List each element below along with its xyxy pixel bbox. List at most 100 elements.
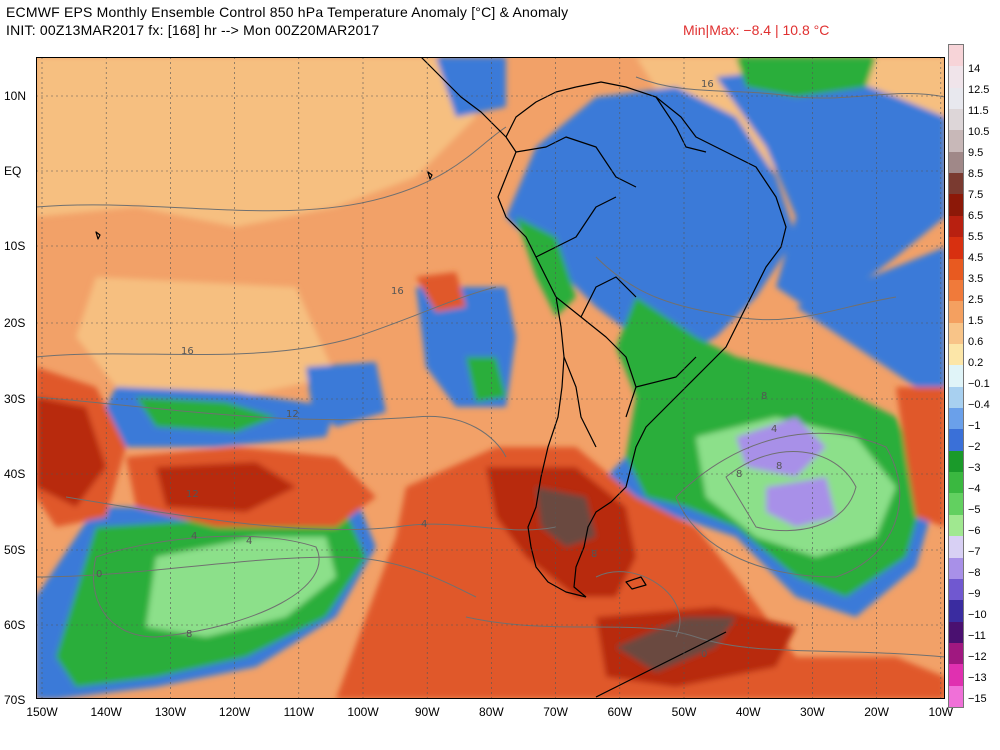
lon-label: 50W [671,705,697,719]
map-svg: 16 16 16 12 12 8 4 8 4 8 4 0 8 8 4 0 [36,57,945,699]
contour-label: 8 [591,549,597,560]
colorbar-cell [949,600,963,623]
contour-label: 4 [246,536,252,547]
lon-label: 130W [154,705,187,719]
colorbar-cell [949,642,963,665]
anomaly-region-blue [506,87,796,357]
colorbar-cell [949,536,963,558]
lat-label: 30S [4,392,26,406]
contour-labels: 16 16 16 12 12 8 4 8 4 8 4 0 8 8 4 0 [96,79,782,660]
colorbar-cell [949,66,963,89]
contour-label: 8 [186,629,192,640]
colorbar-label: −11 [968,630,986,643]
lat-label: 10S [4,239,26,253]
lon-label: 140W [90,705,122,719]
graticule [36,57,945,699]
contour-label: 8 [736,469,742,480]
lon-label: 20W [864,705,889,719]
colorbar-label: 6.5 [968,210,984,223]
anomaly-region-red [416,272,466,312]
anomaly-region-green [136,397,276,432]
colorbar-cell [949,557,963,580]
lon-label: 90W [414,705,440,719]
colorbar-cell [949,215,963,238]
colorbar-label: 0.6 [968,336,984,349]
colorbar-cell [949,151,963,174]
anomaly-region-dark-red [156,462,296,512]
lat-label: 10N [4,89,27,103]
contour-label: 16 [181,346,194,357]
contour-label: 0 [96,569,102,580]
anomaly-region-green [516,217,576,317]
anomaly-region-purple [736,417,826,477]
colorbar-cell [949,514,963,537]
lon-label: 30W [800,705,825,719]
min-max-readout: Min|Max: −8.4 | 10.8 °C [683,22,830,38]
colorbar-label: −1 [968,420,981,433]
colorbar-cell [949,45,963,67]
colorbar-label: −9 [968,588,981,601]
colorbar-cell [949,472,963,494]
colorbar-cell [949,621,963,644]
contour-label: 12 [286,409,299,420]
colorbar-label: 4.5 [968,252,984,265]
colorbar-label: −3 [968,462,981,475]
lon-label: 80W [479,705,504,719]
colorbar-cell [949,386,963,409]
colorbar-label: −0.4 [968,399,990,412]
colorbar-label: 0.2 [968,357,984,370]
colorbar-label: 7.5 [968,189,984,202]
colorbar-label: 14 [968,63,981,76]
colorbar-cell [949,130,963,153]
init-line: INIT: 00Z13MAR2017 fx: [168] hr --> Mon … [6,22,380,38]
colorbar-cell [949,301,963,324]
contour-label: 12 [186,489,199,500]
contour-label: 8 [776,461,782,472]
anomaly-region-brown [536,487,596,547]
colorbar-label: −2 [968,441,981,454]
lat-label: EQ [4,164,22,178]
colorbar-cell [949,578,963,601]
colorbar-label: 9.5 [968,147,984,160]
lat-label: 40S [4,467,26,481]
anomaly-region-blue [716,67,945,307]
colorbar-label: 12.5 [968,84,990,97]
anomaly-region-blue [306,362,386,427]
colorbar-cell [949,194,963,217]
lon-label: 100W [347,705,379,719]
colorbar-label: −13 [968,672,987,685]
colorbar-cell [949,493,963,516]
anomaly-region-red [336,447,945,699]
colorbar-label: −5 [968,504,981,517]
anomaly-region-blue [436,57,506,117]
colorbar-cell [949,258,963,281]
colorbar-cell [949,322,963,345]
colorbar-cell [949,408,963,430]
colorbar-label: −12 [968,651,987,664]
anomaly-map[interactable]: 16 16 16 12 12 8 4 8 4 8 4 0 8 8 4 0 [36,57,945,699]
contour-label: 4 [191,531,197,542]
contour-label: 4 [771,424,777,435]
colorbar-label: 10.5 [968,126,990,139]
lon-label: 10W [928,705,954,719]
colorbar-cell [949,87,963,110]
colorbar-cell [949,685,963,708]
colorbar-cell [949,279,963,302]
chart-title: ECMWF EPS Monthly Ensemble Control 850 h… [6,4,569,20]
contour-label: 16 [391,286,404,297]
lon-label: 40W [735,705,761,719]
colorbar-label: 8.5 [968,168,984,181]
lon-label: 110W [283,705,315,719]
colorbar [948,44,964,708]
contour-label: 4 [421,519,427,530]
anomaly-region-green [466,357,506,402]
colorbar-cell [949,365,963,388]
anomaly-region-dark-red [36,397,106,507]
contour-lines [36,76,945,658]
colorbar-label: 1.5 [968,315,984,328]
colorbar-label: 3.5 [968,273,984,286]
colorbar-label: 11.5 [968,105,989,118]
colorbar-label: −8 [968,567,981,580]
anomaly-region-brown [616,617,736,672]
colorbar-label: 2.5 [968,294,984,307]
